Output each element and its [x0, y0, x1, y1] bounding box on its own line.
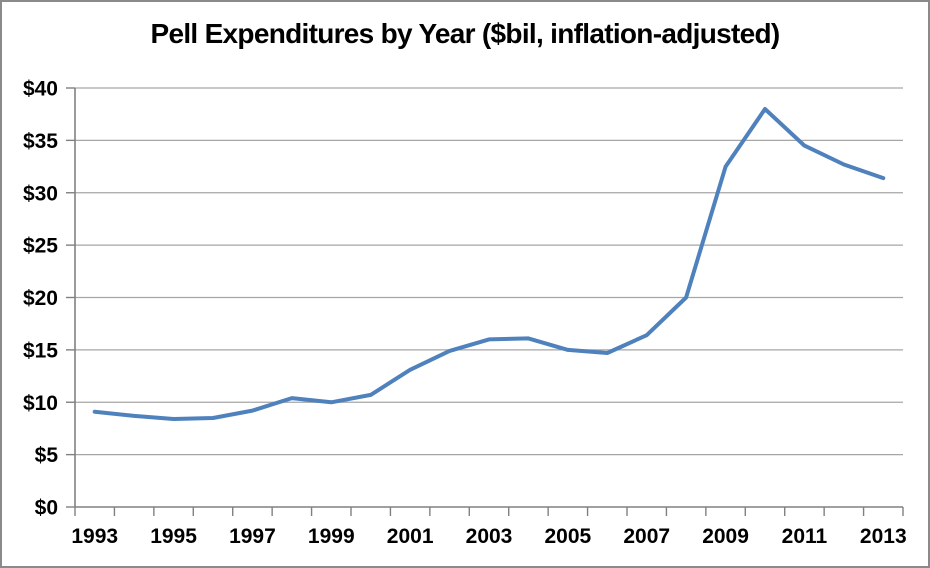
y-axis-tick-label: $25	[23, 235, 58, 258]
x-axis-tick-label: 2011	[782, 525, 828, 548]
x-axis-tick-label: 2009	[702, 525, 749, 548]
y-axis-tick-label: $40	[23, 78, 58, 101]
y-axis-tick-label: $30	[23, 182, 58, 205]
chart-title: Pell Expenditures by Year ($bil, inflati…	[150, 18, 780, 49]
y-axis-tick-label: $35	[23, 130, 58, 153]
y-axis-tick-label: $10	[23, 392, 58, 415]
x-axis-tick-label: 2007	[623, 525, 670, 548]
x-axis-tick-label: 2003	[466, 525, 513, 548]
x-axis-tick-label: 1995	[150, 525, 197, 548]
y-axis-tick-label: $20	[23, 287, 58, 310]
x-axis-tick-label: 1993	[71, 525, 118, 548]
x-axis-tick-label: 1999	[308, 525, 355, 548]
x-axis-tick-label: 1997	[229, 525, 276, 548]
series-line	[92, 107, 886, 421]
x-axis-tick-label: 2005	[544, 525, 591, 548]
y-axis-tick-label: $15	[23, 339, 58, 362]
y-axis-tick-label: $0	[35, 497, 58, 520]
y-axis-tick-label: $5	[35, 444, 59, 467]
x-axis-tick-label: 2013	[860, 525, 907, 548]
x-axis-tick-label: 2001	[387, 525, 434, 548]
